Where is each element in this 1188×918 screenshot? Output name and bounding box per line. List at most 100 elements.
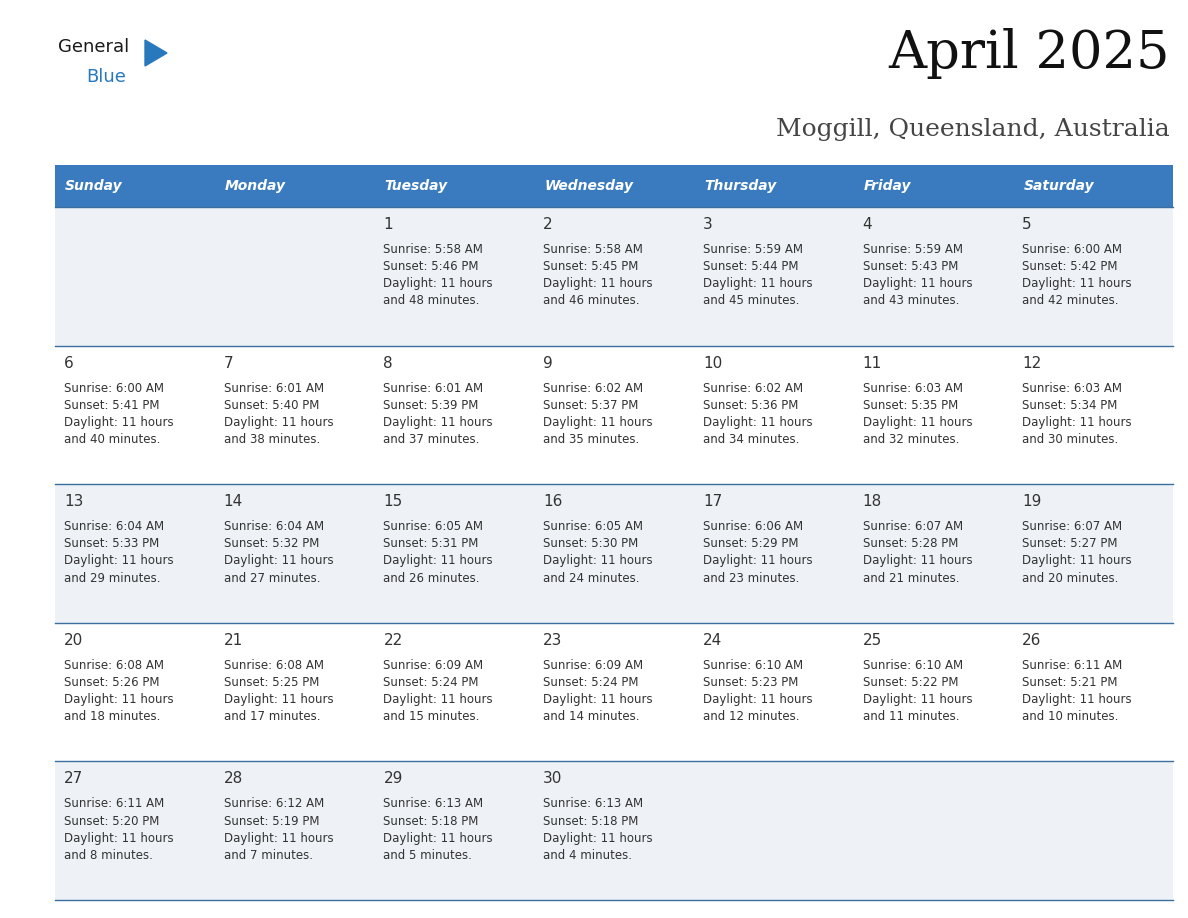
Text: 22: 22 — [384, 633, 403, 648]
FancyBboxPatch shape — [1013, 165, 1173, 207]
Text: Sunset: 5:29 PM: Sunset: 5:29 PM — [703, 537, 798, 550]
Text: and 7 minutes.: and 7 minutes. — [223, 849, 312, 862]
Text: Sunrise: 5:58 AM: Sunrise: 5:58 AM — [543, 243, 643, 256]
Text: Sunrise: 6:01 AM: Sunrise: 6:01 AM — [384, 382, 484, 395]
Text: Daylight: 11 hours: Daylight: 11 hours — [543, 277, 652, 290]
Text: Daylight: 11 hours: Daylight: 11 hours — [64, 832, 173, 845]
Text: Sunrise: 5:58 AM: Sunrise: 5:58 AM — [384, 243, 484, 256]
Text: Daylight: 11 hours: Daylight: 11 hours — [384, 832, 493, 845]
Text: Sunset: 5:33 PM: Sunset: 5:33 PM — [64, 537, 159, 550]
Text: and 20 minutes.: and 20 minutes. — [1023, 572, 1119, 585]
Text: and 18 minutes.: and 18 minutes. — [64, 711, 160, 723]
Text: Sunrise: 6:11 AM: Sunrise: 6:11 AM — [1023, 659, 1123, 672]
Text: Daylight: 11 hours: Daylight: 11 hours — [64, 416, 173, 429]
Text: Sunset: 5:18 PM: Sunset: 5:18 PM — [384, 814, 479, 827]
Text: and 30 minutes.: and 30 minutes. — [1023, 433, 1119, 446]
Text: Sunrise: 6:02 AM: Sunrise: 6:02 AM — [703, 382, 803, 395]
Text: 25: 25 — [862, 633, 881, 648]
Text: 21: 21 — [223, 633, 244, 648]
Text: and 21 minutes.: and 21 minutes. — [862, 572, 959, 585]
Text: Sunrise: 6:02 AM: Sunrise: 6:02 AM — [543, 382, 643, 395]
Text: Sunset: 5:41 PM: Sunset: 5:41 PM — [64, 398, 159, 411]
Text: Sunset: 5:45 PM: Sunset: 5:45 PM — [543, 260, 638, 274]
Text: Daylight: 11 hours: Daylight: 11 hours — [862, 416, 972, 429]
Text: and 38 minutes.: and 38 minutes. — [223, 433, 320, 446]
Text: Daylight: 11 hours: Daylight: 11 hours — [64, 693, 173, 706]
FancyBboxPatch shape — [215, 165, 374, 207]
Text: and 45 minutes.: and 45 minutes. — [703, 295, 800, 308]
Text: and 17 minutes.: and 17 minutes. — [223, 711, 321, 723]
Text: Sunset: 5:27 PM: Sunset: 5:27 PM — [1023, 537, 1118, 550]
Text: Daylight: 11 hours: Daylight: 11 hours — [1023, 277, 1132, 290]
FancyBboxPatch shape — [55, 345, 1173, 484]
Text: Daylight: 11 hours: Daylight: 11 hours — [703, 416, 813, 429]
Text: Sunrise: 6:04 AM: Sunrise: 6:04 AM — [223, 521, 324, 533]
Text: Sunset: 5:19 PM: Sunset: 5:19 PM — [223, 814, 320, 827]
Text: Sunrise: 6:12 AM: Sunrise: 6:12 AM — [223, 798, 324, 811]
Text: and 24 minutes.: and 24 minutes. — [543, 572, 639, 585]
Text: Sunrise: 6:11 AM: Sunrise: 6:11 AM — [64, 798, 164, 811]
Text: 29: 29 — [384, 771, 403, 787]
Text: Sunrise: 6:13 AM: Sunrise: 6:13 AM — [543, 798, 643, 811]
Text: Tuesday: Tuesday — [385, 179, 448, 193]
Text: Saturday: Saturday — [1023, 179, 1094, 193]
Text: 14: 14 — [223, 494, 244, 509]
FancyBboxPatch shape — [853, 165, 1013, 207]
Text: Daylight: 11 hours: Daylight: 11 hours — [384, 277, 493, 290]
Text: and 32 minutes.: and 32 minutes. — [862, 433, 959, 446]
Text: Daylight: 11 hours: Daylight: 11 hours — [384, 554, 493, 567]
Text: Sunrise: 6:01 AM: Sunrise: 6:01 AM — [223, 382, 324, 395]
Text: 20: 20 — [64, 633, 83, 648]
FancyBboxPatch shape — [535, 165, 694, 207]
Text: Sunrise: 6:00 AM: Sunrise: 6:00 AM — [64, 382, 164, 395]
Text: Sunset: 5:44 PM: Sunset: 5:44 PM — [703, 260, 798, 274]
Text: 6: 6 — [64, 355, 74, 371]
Text: and 48 minutes.: and 48 minutes. — [384, 295, 480, 308]
Text: Sunset: 5:24 PM: Sunset: 5:24 PM — [543, 676, 639, 688]
Text: Sunset: 5:34 PM: Sunset: 5:34 PM — [1023, 398, 1118, 411]
Text: and 11 minutes.: and 11 minutes. — [862, 711, 959, 723]
Text: Sunset: 5:35 PM: Sunset: 5:35 PM — [862, 398, 958, 411]
Text: 24: 24 — [703, 633, 722, 648]
FancyBboxPatch shape — [374, 165, 535, 207]
Text: Sunrise: 6:03 AM: Sunrise: 6:03 AM — [862, 382, 962, 395]
Text: 3: 3 — [703, 217, 713, 232]
Text: 19: 19 — [1023, 494, 1042, 509]
Text: Blue: Blue — [86, 68, 126, 86]
Text: and 35 minutes.: and 35 minutes. — [543, 433, 639, 446]
Text: Daylight: 11 hours: Daylight: 11 hours — [703, 277, 813, 290]
Text: 23: 23 — [543, 633, 562, 648]
Text: 18: 18 — [862, 494, 881, 509]
Polygon shape — [145, 40, 168, 66]
FancyBboxPatch shape — [55, 622, 1173, 761]
Text: Friday: Friday — [864, 179, 911, 193]
Text: Sunset: 5:46 PM: Sunset: 5:46 PM — [384, 260, 479, 274]
Text: 16: 16 — [543, 494, 562, 509]
Text: Sunrise: 6:10 AM: Sunrise: 6:10 AM — [862, 659, 962, 672]
Text: 27: 27 — [64, 771, 83, 787]
Text: Daylight: 11 hours: Daylight: 11 hours — [862, 277, 972, 290]
Text: Daylight: 11 hours: Daylight: 11 hours — [1023, 416, 1132, 429]
Text: 10: 10 — [703, 355, 722, 371]
Text: Sunrise: 5:59 AM: Sunrise: 5:59 AM — [703, 243, 803, 256]
Text: Sunset: 5:22 PM: Sunset: 5:22 PM — [862, 676, 958, 688]
Text: Sunset: 5:40 PM: Sunset: 5:40 PM — [223, 398, 320, 411]
Text: Daylight: 11 hours: Daylight: 11 hours — [384, 416, 493, 429]
Text: and 12 minutes.: and 12 minutes. — [703, 711, 800, 723]
Text: 30: 30 — [543, 771, 562, 787]
Text: Sunset: 5:43 PM: Sunset: 5:43 PM — [862, 260, 958, 274]
Text: 2: 2 — [543, 217, 552, 232]
Text: and 43 minutes.: and 43 minutes. — [862, 295, 959, 308]
Text: Daylight: 11 hours: Daylight: 11 hours — [64, 554, 173, 567]
Text: Daylight: 11 hours: Daylight: 11 hours — [384, 693, 493, 706]
Text: and 46 minutes.: and 46 minutes. — [543, 295, 639, 308]
Text: Sunset: 5:20 PM: Sunset: 5:20 PM — [64, 814, 159, 827]
Text: Daylight: 11 hours: Daylight: 11 hours — [1023, 693, 1132, 706]
Text: Daylight: 11 hours: Daylight: 11 hours — [543, 832, 652, 845]
FancyBboxPatch shape — [55, 761, 1173, 900]
Text: Daylight: 11 hours: Daylight: 11 hours — [862, 554, 972, 567]
Text: and 29 minutes.: and 29 minutes. — [64, 572, 160, 585]
FancyBboxPatch shape — [55, 165, 215, 207]
Text: 5: 5 — [1023, 217, 1032, 232]
Text: Sunset: 5:37 PM: Sunset: 5:37 PM — [543, 398, 638, 411]
